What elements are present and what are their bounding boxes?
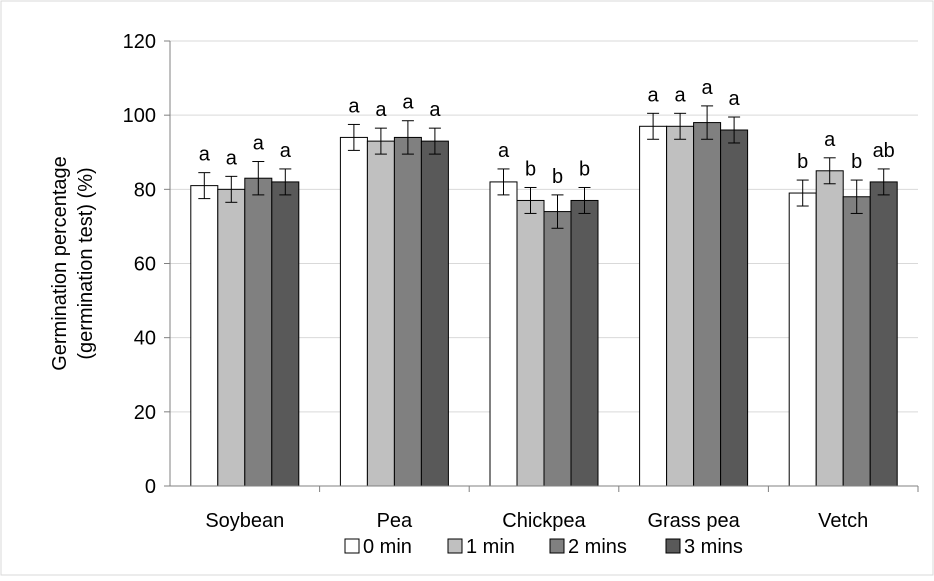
category-label: Pea <box>377 510 413 532</box>
bar <box>217 188 246 487</box>
axes <box>164 40 919 492</box>
significance-letter: b <box>797 151 808 173</box>
significance-letter: a <box>280 140 292 162</box>
significance-letter: b <box>851 151 862 173</box>
significance-letter: ab <box>873 140 895 162</box>
bar <box>543 211 572 487</box>
legend-label: 2 mins <box>568 536 627 558</box>
legend-label: 1 min <box>466 536 515 558</box>
significance-letter: a <box>429 99 441 121</box>
bar <box>489 181 518 487</box>
bar <box>271 181 300 487</box>
legend-label: 0 min <box>363 536 412 558</box>
bar <box>366 140 395 487</box>
category-label: Chickpea <box>502 510 586 532</box>
category-label: Grass pea <box>647 510 740 532</box>
significance-letter: a <box>402 92 414 114</box>
significance-letter: a <box>199 144 211 166</box>
y-tick-label: 0 <box>145 476 156 498</box>
y-axis-label: (germination test) (%) <box>75 167 97 359</box>
significance-letter: a <box>253 133 265 155</box>
significance-letter: a <box>226 147 238 169</box>
bar <box>666 125 695 487</box>
category-label: Soybean <box>205 510 284 532</box>
legend-label: 3 mins <box>684 536 743 558</box>
y-tick-label: 100 <box>123 105 156 127</box>
legend-swatch <box>344 538 360 554</box>
bar <box>190 185 219 487</box>
bar <box>693 122 722 487</box>
y-axis-label: Germination percentage <box>49 156 71 371</box>
bar <box>720 129 749 487</box>
significance-letter: b <box>579 158 590 180</box>
y-tick-label: 120 <box>123 31 156 53</box>
significance-letter: a <box>498 140 510 162</box>
significance-letter: a <box>675 84 687 106</box>
significance-letter: a <box>348 95 360 117</box>
legend-swatch <box>549 538 565 554</box>
bar <box>393 136 422 487</box>
y-tick-label: 40 <box>134 328 156 350</box>
y-tick-label: 20 <box>134 402 156 424</box>
bar <box>815 170 844 487</box>
bar <box>420 140 449 487</box>
bar <box>339 136 368 487</box>
category-label: Vetch <box>818 510 868 532</box>
y-tick-label: 80 <box>134 179 156 201</box>
bars <box>190 105 898 487</box>
bar <box>842 196 871 487</box>
legend-swatch <box>447 538 463 554</box>
significance-letter: b <box>552 166 563 188</box>
bar <box>570 199 599 487</box>
bar <box>244 177 273 487</box>
significance-letter: b <box>525 158 536 180</box>
significance-letter: a <box>824 129 836 151</box>
bar <box>639 125 668 487</box>
significance-letter: a <box>648 84 660 106</box>
bar <box>788 192 817 487</box>
bar <box>869 181 898 487</box>
y-tick-label: 60 <box>134 254 156 276</box>
significance-letter: a <box>702 77 714 99</box>
significance-letter: a <box>375 99 387 121</box>
significance-letter: a <box>729 88 741 110</box>
legend-swatch <box>665 538 681 554</box>
legend: 0 min 1 min 2 mins 3 mins <box>344 536 743 558</box>
bar <box>516 199 545 487</box>
